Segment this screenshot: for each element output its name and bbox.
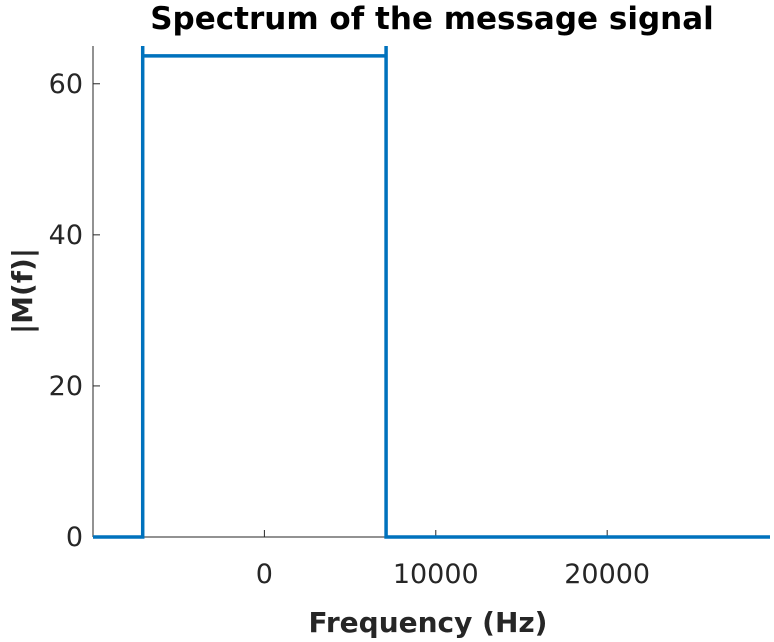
y-tick-label: 40 <box>49 220 83 251</box>
chart-title: Spectrum of the message signal <box>150 1 714 37</box>
plot-frame <box>92 46 770 538</box>
y-axis-ticks: 0 20 40 60 <box>49 69 100 553</box>
series-layer <box>93 46 770 539</box>
x-axis-ticks: 0 10000 20000 <box>256 530 650 590</box>
x-tick-label: 0 <box>256 559 273 590</box>
y-tick-label: 60 <box>49 69 83 100</box>
x-tick-label: 20000 <box>564 559 650 590</box>
x-tick-label: 10000 <box>393 559 479 590</box>
y-tick-label: 0 <box>66 522 83 553</box>
spectrum-series-line <box>93 46 770 539</box>
y-axis-label: |M(f)| <box>6 248 39 334</box>
y-tick-label: 20 <box>49 371 83 402</box>
x-axis-label: Frequency (Hz) <box>309 606 548 639</box>
